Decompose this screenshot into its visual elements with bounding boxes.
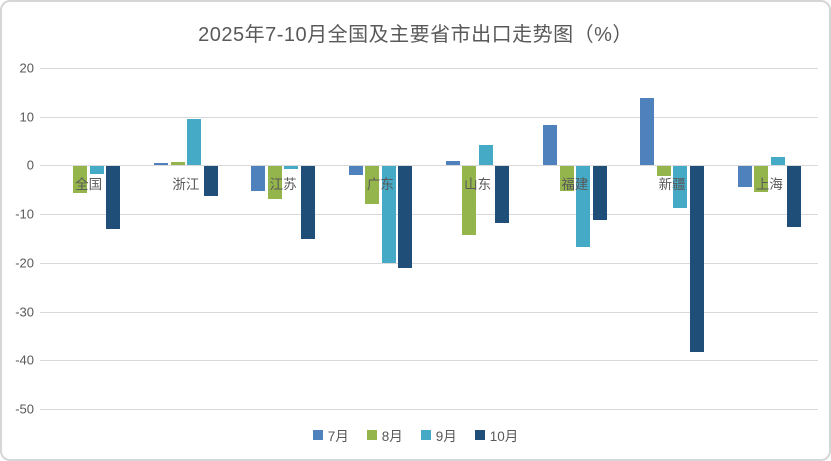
legend-label: 7月 bbox=[327, 429, 349, 444]
y-axis-tick-label: 20 bbox=[19, 60, 34, 76]
bar-浙江-10月 bbox=[203, 166, 218, 196]
bar-山东-8月 bbox=[462, 166, 477, 235]
y-axis-tick-label: 10 bbox=[19, 109, 34, 125]
legend-label: 8月 bbox=[381, 429, 403, 444]
gridline-y-0 bbox=[40, 165, 818, 167]
bar-新疆-9月 bbox=[673, 166, 688, 209]
bar-福建-10月 bbox=[592, 166, 607, 220]
bar-福建-7月 bbox=[543, 125, 558, 166]
gridline-y--40 bbox=[40, 360, 818, 362]
category-label-浙江: 浙江 bbox=[172, 177, 200, 193]
bar-全国-9月 bbox=[89, 166, 104, 175]
y-axis-tick-label: -30 bbox=[15, 304, 34, 320]
bar-新疆-8月 bbox=[656, 166, 671, 177]
bar-广东-8月 bbox=[365, 166, 380, 205]
bar-江苏-8月 bbox=[267, 166, 282, 200]
gridline-y-10 bbox=[40, 116, 818, 118]
bar-江苏-7月 bbox=[251, 166, 266, 191]
y-axis-tick-label: -40 bbox=[15, 352, 34, 368]
y-axis-tick-label: -10 bbox=[15, 206, 34, 222]
chart-title: 2025年7-10月全国及主要省市出口走势图（%） bbox=[198, 24, 633, 46]
bar-全国-8月 bbox=[73, 166, 88, 193]
category-label-上海: 上海 bbox=[755, 177, 783, 193]
y-axis-tick-label: -50 bbox=[15, 401, 34, 417]
legend-swatch-icon bbox=[366, 430, 377, 440]
legend-item-10月: 10月 bbox=[474, 425, 519, 445]
bar-福建-8月 bbox=[559, 166, 574, 191]
category-label-福建: 福建 bbox=[561, 177, 589, 193]
y-axis-tick-label: -20 bbox=[15, 255, 34, 271]
bar-山东-7月 bbox=[445, 160, 460, 166]
y-axis-tick-label: 0 bbox=[26, 157, 34, 173]
bar-江苏-9月 bbox=[284, 166, 299, 169]
category-label-全国: 全国 bbox=[75, 177, 103, 193]
legend-item-8月: 8月 bbox=[366, 425, 403, 445]
bar-上海-8月 bbox=[754, 166, 769, 192]
bar-浙江-7月 bbox=[154, 162, 169, 166]
chart-legend: 7月 8月 9月 10月 bbox=[2, 425, 829, 445]
category-label-山东: 山东 bbox=[464, 177, 492, 193]
bar-新疆-10月 bbox=[689, 166, 704, 352]
bar-广东-7月 bbox=[348, 166, 363, 176]
category-label-新疆: 新疆 bbox=[658, 177, 686, 193]
gridline-y--30 bbox=[40, 311, 818, 313]
bar-广东-10月 bbox=[398, 166, 413, 268]
bar-山东-10月 bbox=[495, 166, 510, 224]
legend-label: 9月 bbox=[435, 429, 457, 444]
bar-广东-9月 bbox=[381, 166, 396, 264]
bar-福建-9月 bbox=[576, 166, 591, 248]
gridline-y--50 bbox=[40, 409, 818, 410]
category-label-广东: 广东 bbox=[366, 177, 394, 193]
bar-浙江-9月 bbox=[187, 119, 202, 166]
bar-浙江-8月 bbox=[170, 161, 185, 166]
category-label-江苏: 江苏 bbox=[269, 177, 297, 193]
legend-item-7月: 7月 bbox=[312, 425, 349, 445]
bar-江苏-10月 bbox=[300, 166, 315, 239]
legend-swatch-icon bbox=[420, 430, 431, 440]
bar-上海-7月 bbox=[737, 166, 752, 187]
legend-item-9月: 9月 bbox=[420, 425, 457, 445]
bar-山东-9月 bbox=[478, 144, 493, 166]
legend-label: 10月 bbox=[489, 429, 519, 444]
legend-swatch-icon bbox=[312, 430, 323, 440]
bar-上海-9月 bbox=[770, 156, 785, 166]
bar-全国-10月 bbox=[106, 166, 121, 229]
gridline-y--10 bbox=[40, 214, 818, 216]
legend-swatch-icon bbox=[474, 430, 485, 440]
bar-上海-10月 bbox=[787, 166, 802, 228]
gridline-y--20 bbox=[40, 262, 818, 264]
gridline-y-20 bbox=[40, 68, 818, 69]
bar-新疆-7月 bbox=[640, 97, 655, 166]
